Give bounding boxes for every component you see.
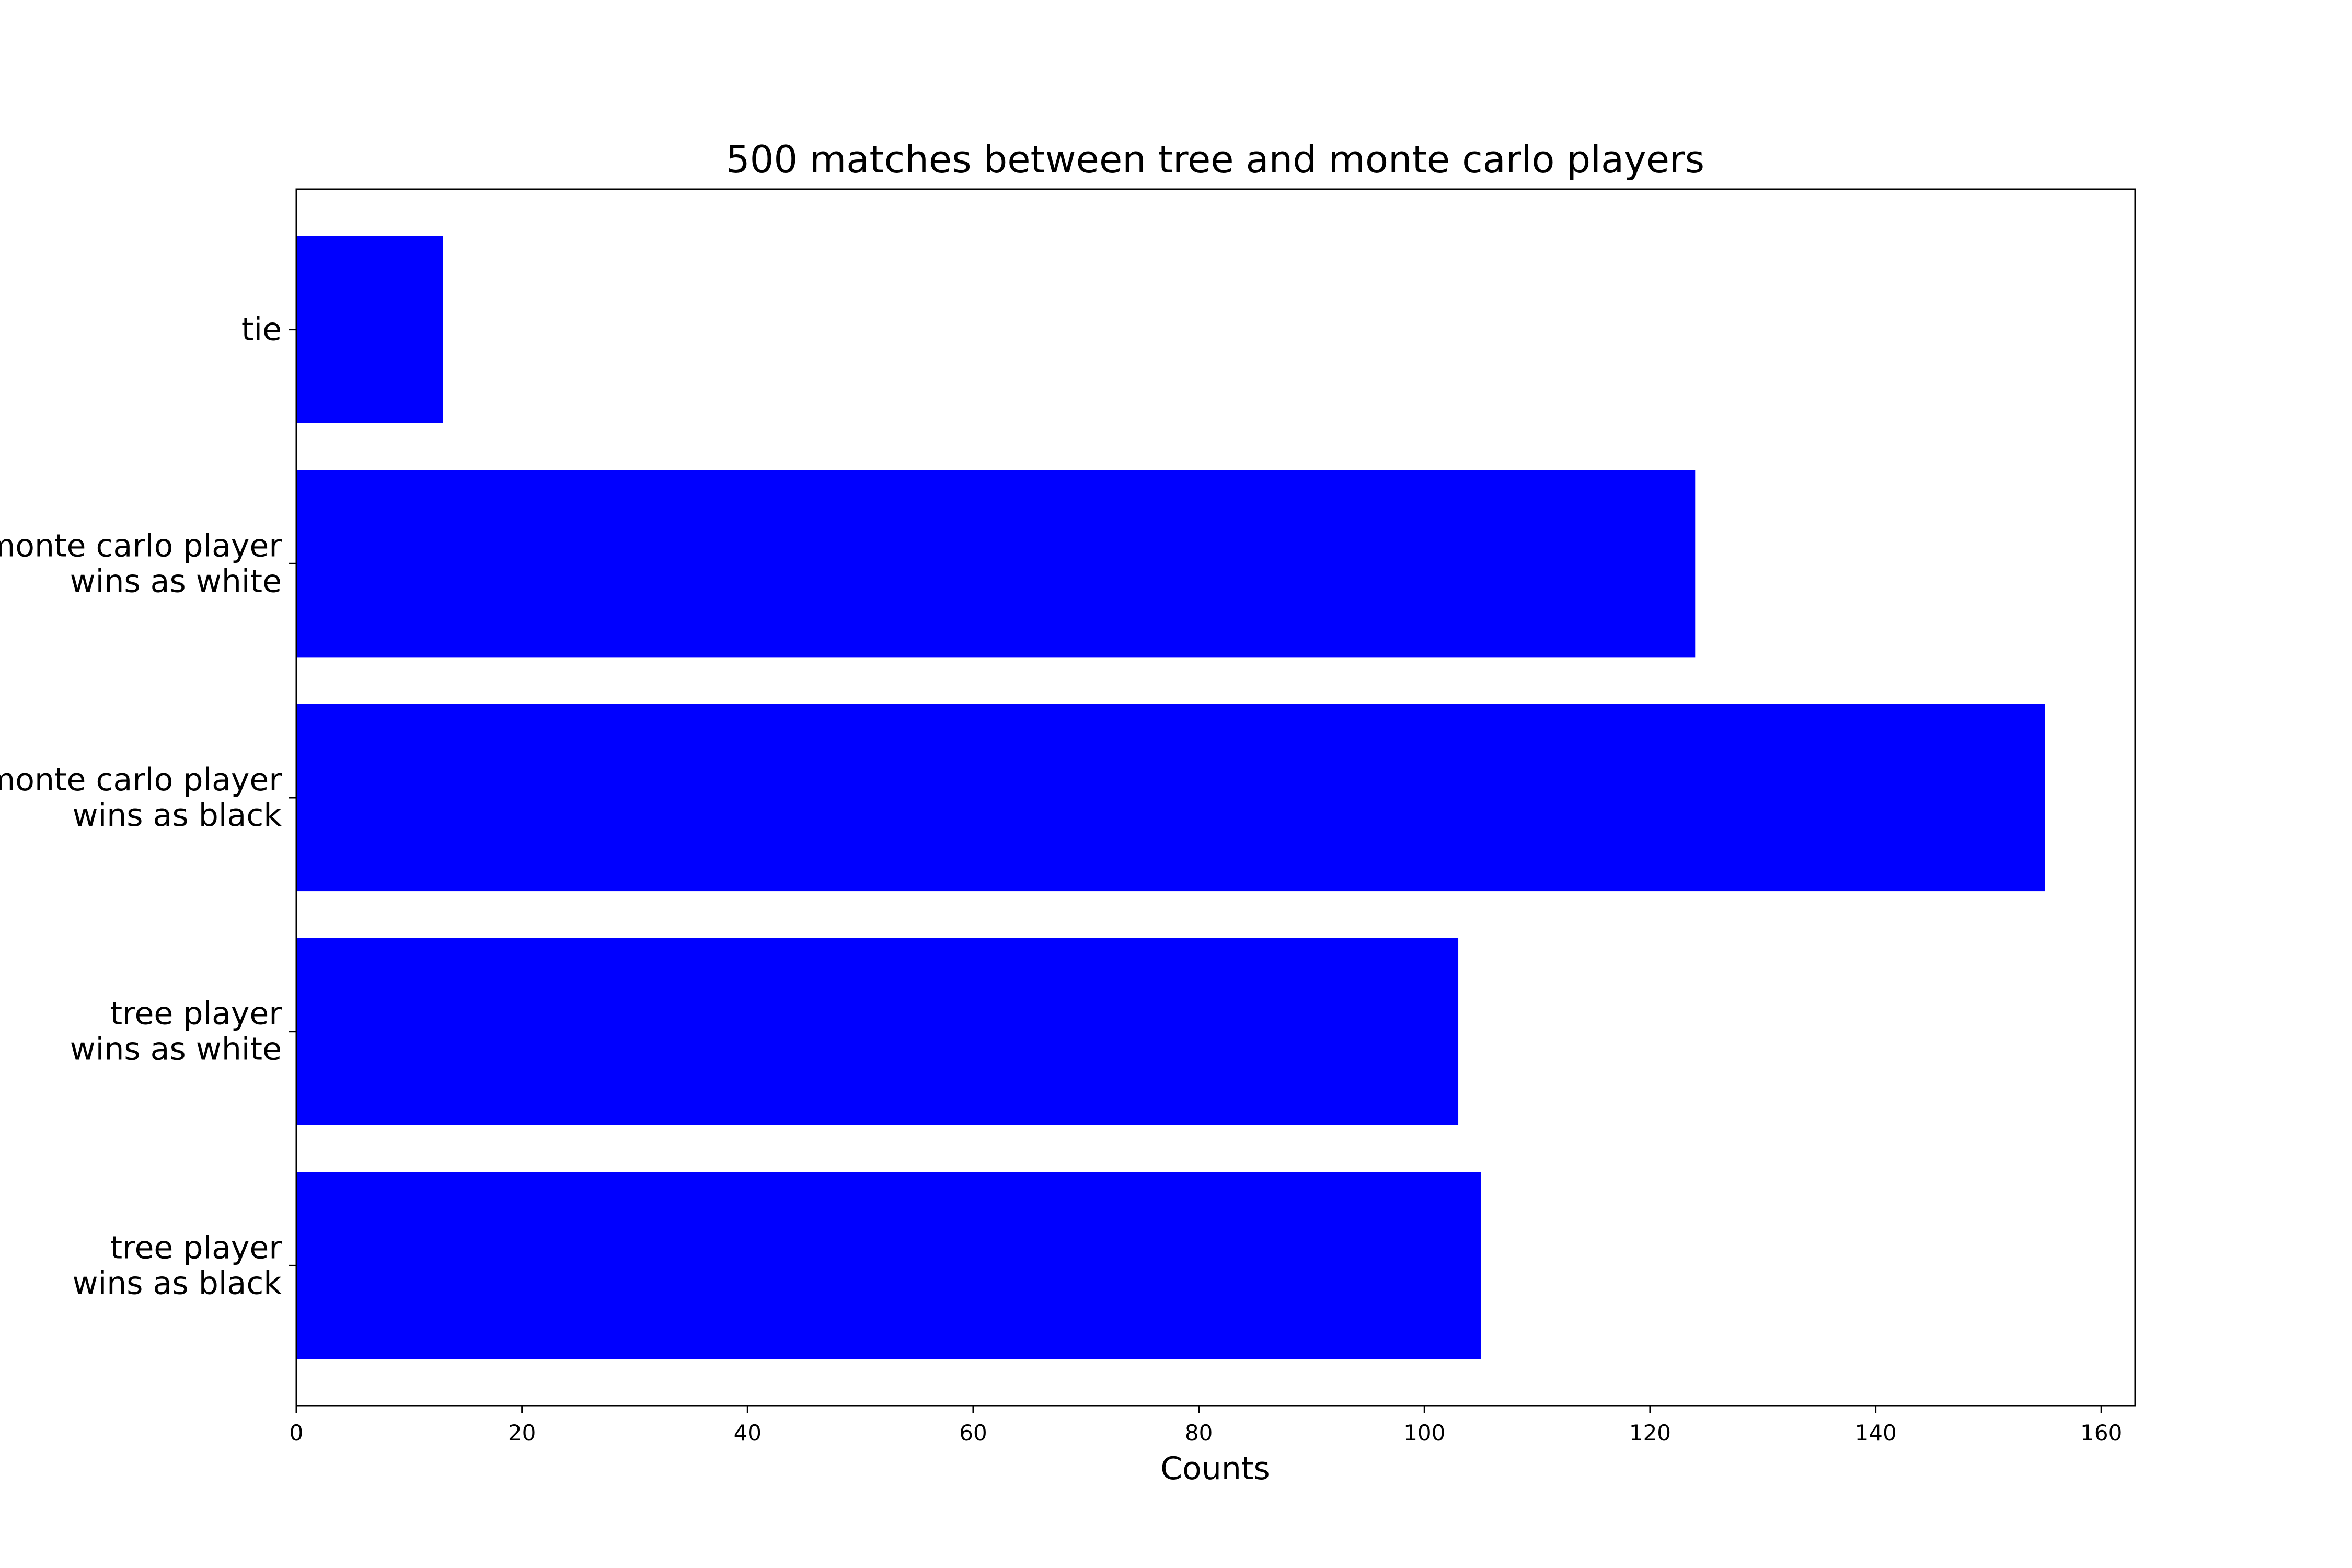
x-axis-ticks: 0 20 40 60 80 100 120 140 160 xyxy=(290,1406,2122,1446)
x-tick-label: 20 xyxy=(508,1420,536,1446)
x-tick-label: 120 xyxy=(1629,1420,1671,1446)
plot-frame xyxy=(295,188,2136,1407)
y-tick-label: monte carlo player wins as black xyxy=(0,762,282,834)
x-tick-label: 140 xyxy=(1855,1420,1897,1446)
bar-2 xyxy=(296,704,2045,892)
bar-0 xyxy=(296,1172,1481,1359)
x-tick-label: 100 xyxy=(1403,1420,1445,1446)
x-tick-label: 60 xyxy=(959,1420,987,1446)
x-tick-label: 40 xyxy=(734,1420,762,1446)
y-axis-ticks: tree player wins as black tree player wins … xyxy=(0,312,296,1301)
y-tick-label: monte carlo player wins as white xyxy=(0,527,282,599)
bars-group xyxy=(296,236,2045,1359)
x-tick-label: 80 xyxy=(1185,1420,1213,1446)
chart-title: 500 matches between tree and monte carlo… xyxy=(726,137,1704,181)
bar-1 xyxy=(296,938,1459,1125)
bar-4 xyxy=(296,236,443,423)
bar-3 xyxy=(296,470,1696,658)
x-axis-label: Counts xyxy=(1160,1450,1270,1487)
x-tick-label: 0 xyxy=(290,1420,304,1446)
x-tick-label: 160 xyxy=(2080,1420,2122,1446)
y-tick-label: tie xyxy=(241,312,282,348)
y-tick-label: tree player wins as black xyxy=(73,1229,282,1301)
y-tick-label: tree player wins as white xyxy=(70,996,282,1068)
